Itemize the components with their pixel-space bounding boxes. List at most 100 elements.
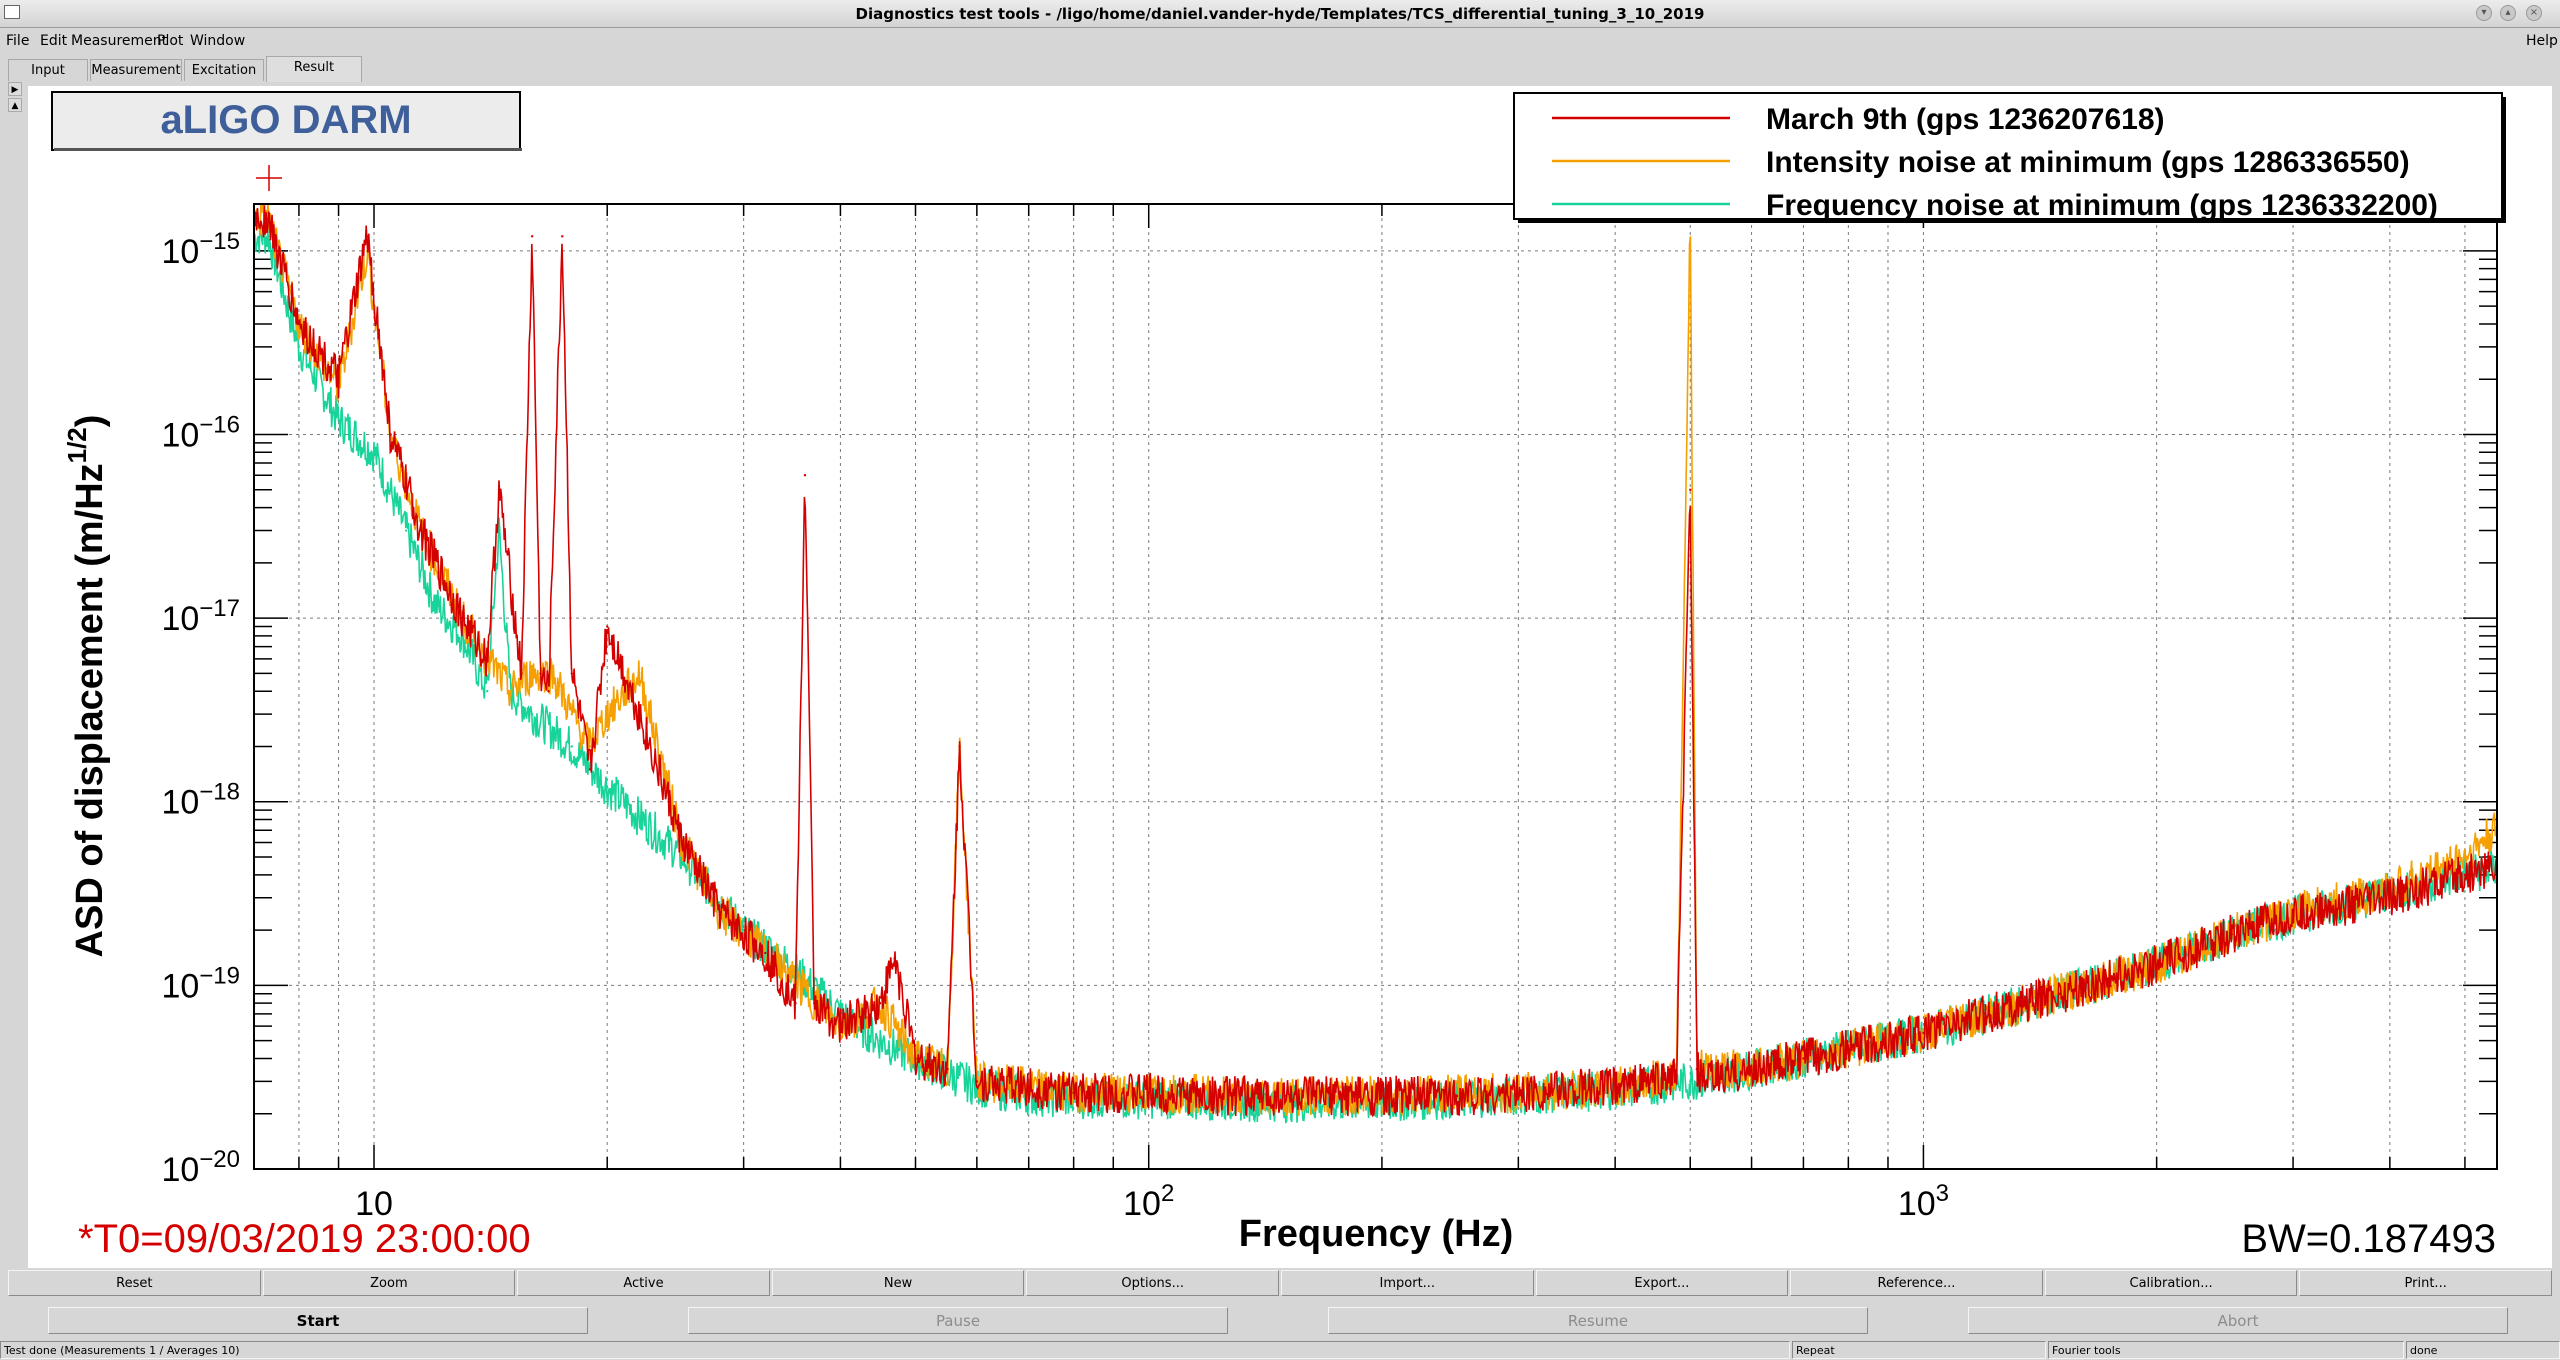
series-line-1 <box>253 205 2498 1118</box>
abort-button[interactable]: Abort <box>1968 1307 2508 1334</box>
tab-result[interactable]: Result <box>266 56 362 82</box>
menu-edit[interactable]: Edit <box>40 33 68 49</box>
menu-measurement[interactable]: Measurement <box>71 33 168 49</box>
options-button[interactable]: Options... <box>1026 1270 1279 1296</box>
series-point <box>266 235 270 238</box>
status-message: Test done (Measurements 1 / Averages 10) <box>0 1341 1790 1359</box>
series-point <box>551 672 554 675</box>
series-point <box>404 529 408 532</box>
series-point <box>1695 1067 1699 1071</box>
plot-frame <box>253 203 2498 1170</box>
expand-arrow-icon[interactable]: ▶ <box>8 82 22 96</box>
series-point <box>297 345 301 349</box>
series-point <box>638 712 641 716</box>
panel-toggle: ▶ ▲ <box>8 82 22 114</box>
window-close-button[interactable]: × <box>2526 5 2542 21</box>
series-line-3 <box>253 220 2498 1124</box>
plot-title-box-shadow <box>54 148 522 151</box>
legend-box <box>1513 92 2503 220</box>
window-minimize-button[interactable]: ▾ <box>2476 5 2492 21</box>
calibration-button[interactable]: Calibration... <box>2044 1270 2298 1296</box>
tab-excitation[interactable]: Excitation <box>184 59 264 81</box>
series-point <box>372 451 376 454</box>
plot-panel[interactable]: aLIGO DARM 10 102 103 10−20 10−19 10−18 10−17 10… <box>28 86 2552 1268</box>
x-tick-label: 102 <box>1123 1180 1174 1223</box>
series-point <box>389 433 392 436</box>
series-point <box>975 1080 979 1083</box>
y-tick-label: 10−17 <box>161 595 240 638</box>
series-point <box>1689 1080 1692 1083</box>
tab-input[interactable]: Input <box>8 59 88 81</box>
series-point <box>1517 1091 1520 1095</box>
series-point <box>570 672 573 675</box>
series-point <box>570 745 573 748</box>
y-tick-label: 10−19 <box>161 962 240 1005</box>
status-state: done <box>2406 1341 2560 1359</box>
series-point <box>1750 1067 1753 1071</box>
series-point <box>606 625 609 628</box>
app-icon <box>4 5 20 19</box>
reset-button[interactable]: Reset <box>8 1270 261 1296</box>
collapse-arrow-icon[interactable]: ▲ <box>8 98 22 112</box>
pause-button[interactable]: Pause <box>688 1307 1228 1334</box>
series-point <box>878 1039 882 1042</box>
series-point <box>570 712 573 716</box>
reference-button[interactable]: Reference... <box>1790 1270 2043 1296</box>
asd-plot[interactable]: aLIGO DARM 10 102 103 10−20 10−19 10−18 10−17 10… <box>28 86 2552 1268</box>
series-point <box>588 768 592 771</box>
start-button[interactable]: Start <box>48 1307 588 1334</box>
series-point <box>606 786 609 789</box>
t0-label: *T0=09/03/2019 23:00:00 <box>78 1217 531 1261</box>
series-point <box>893 957 896 960</box>
series-point <box>561 235 564 238</box>
window-title: Diagnostics test tools - /ligo/home/dani… <box>855 5 1705 23</box>
menu-plot[interactable]: Plot <box>157 33 184 49</box>
status-tool: Fourier tools <box>2048 1341 2404 1359</box>
series-point <box>914 1057 917 1060</box>
series-point <box>946 1067 949 1071</box>
plot-title-box <box>51 91 521 151</box>
series-point <box>2058 992 2062 995</box>
series-point <box>878 1001 882 1005</box>
menu-file[interactable]: File <box>6 33 30 49</box>
menu-window[interactable]: Window <box>190 33 246 49</box>
window-maximize-button[interactable]: ▴ <box>2500 5 2516 21</box>
export-button[interactable]: Export... <box>1535 1270 1789 1296</box>
series-peaks-1 <box>266 217 2499 1098</box>
print-button[interactable]: Print... <box>2299 1270 2552 1296</box>
control-button-row: Start Pause Resume Abort <box>0 1307 2560 1337</box>
active-button[interactable]: Active <box>517 1270 770 1296</box>
series-point <box>497 488 501 491</box>
series-point <box>530 672 534 675</box>
bandwidth-label: BW=0.187493 <box>2241 1217 2496 1261</box>
series-point <box>1689 488 1692 491</box>
series-point <box>803 474 807 477</box>
series-point <box>266 217 270 220</box>
series-line-2 <box>253 203 2498 1117</box>
series-point <box>1983 1012 1986 1016</box>
series-point <box>461 616 464 620</box>
import-button[interactable]: Import... <box>1281 1270 1534 1296</box>
series-point <box>681 841 684 844</box>
series-point <box>606 712 609 716</box>
series-point <box>1345 1094 1348 1098</box>
plot-button-row: Reset Zoom Active New Options... Import... Exp… <box>8 1270 2554 1297</box>
tab-measurement[interactable]: Measurement <box>90 59 182 81</box>
menu-bar: File Edit Measurement Plot Window Help <box>0 28 2560 55</box>
series-point <box>486 689 489 693</box>
series-point <box>520 672 523 675</box>
zoom-button[interactable]: Zoom <box>262 1270 516 1296</box>
status-mode: Repeat <box>1792 1341 2046 1359</box>
new-button[interactable]: New <box>771 1270 1025 1296</box>
legend: March 9th (gps 1236207618) Intensity nois… <box>1513 92 2506 223</box>
series-point <box>434 602 437 605</box>
legend-label-3: Frequency noise at minimum (gps 12363322… <box>1766 189 2438 222</box>
y-tick-label: 10−20 <box>161 1146 240 1189</box>
series-point <box>337 378 340 381</box>
resume-button[interactable]: Resume <box>1328 1307 1868 1334</box>
menu-help[interactable]: Help <box>2526 33 2558 49</box>
y-axis-label: ASD of displacement (m/Hz1/2) <box>62 415 111 958</box>
series-point <box>539 672 542 675</box>
series-point <box>1922 1031 1925 1035</box>
series-point <box>1613 1085 1617 1089</box>
